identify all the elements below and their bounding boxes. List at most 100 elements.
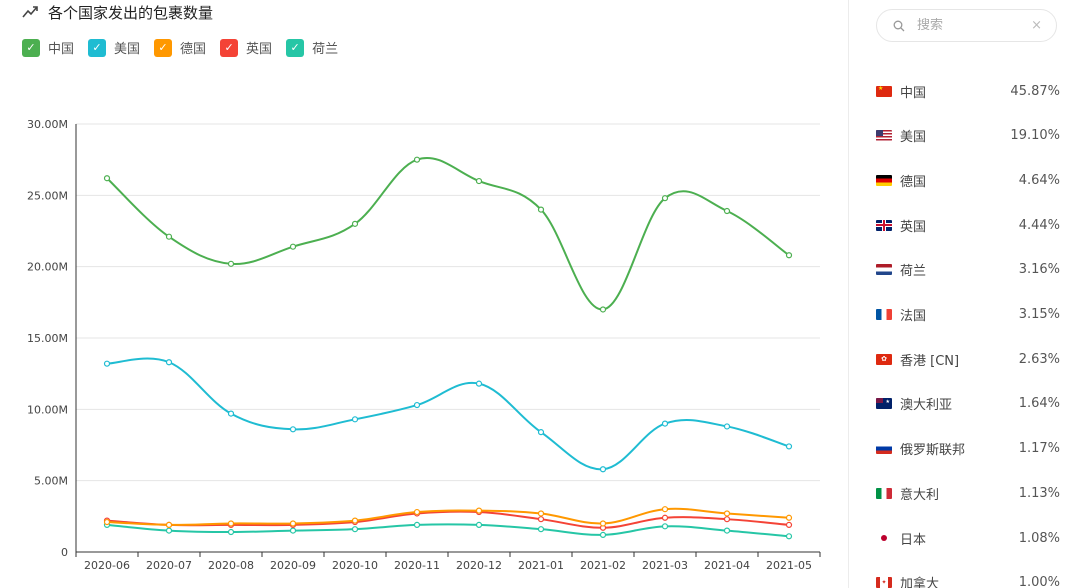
country-share: 19.10%	[1010, 128, 1060, 144]
flag-jp-icon	[876, 532, 892, 544]
search-icon	[893, 20, 905, 31]
data-point	[413, 156, 421, 163]
data-point	[661, 195, 669, 202]
country-share: 4.44%	[1018, 217, 1060, 233]
country-share: 1.17%	[1018, 441, 1060, 457]
clear-icon[interactable]: ×	[1031, 18, 1042, 33]
flag-ru-icon	[876, 443, 892, 455]
x-tick-label: 2020-07	[146, 559, 192, 572]
country-row[interactable]: ★ 澳大利亚 1.64%	[849, 382, 1080, 426]
data-point	[661, 523, 669, 530]
trend-icon	[22, 6, 38, 18]
data-point	[289, 426, 297, 433]
series-line	[106, 523, 790, 538]
line-chart: 0 5.00M 10.00M 15.00M 20.00M 25.00M 30.00M 2020…	[27, 118, 821, 572]
data-point	[599, 306, 607, 313]
series-line	[106, 510, 790, 529]
data-point	[165, 359, 173, 366]
data-point	[723, 527, 731, 534]
y-tick-label: 10.00M	[27, 403, 68, 416]
data-point	[785, 514, 793, 521]
data-point	[785, 252, 793, 259]
data-point	[785, 533, 793, 540]
flag-fr-icon	[876, 309, 892, 320]
data-point	[475, 507, 483, 514]
country-share: 1.08%	[1018, 530, 1060, 546]
legend-label: 荷兰	[312, 42, 339, 57]
x-tick-label: 2021-01	[518, 559, 564, 572]
legend-item[interactable]: ✓ 中国	[22, 38, 74, 57]
country-name: 加拿大	[900, 577, 940, 588]
checkbox-icon[interactable]: ✓	[154, 38, 173, 57]
search-input[interactable]	[917, 18, 1027, 33]
country-side-panel: × ★ 中国 45.87% 美国 19.10% 德国 4.64% 英国 4.44% 荷兰 3.16%…	[849, 0, 1080, 588]
data-point	[723, 510, 731, 517]
data-point	[723, 423, 731, 430]
legend-item[interactable]: ✓ 德国	[154, 38, 206, 57]
data-point	[289, 243, 297, 250]
country-share: 45.87%	[1010, 83, 1060, 99]
country-row[interactable]: 荷兰 3.16%	[849, 248, 1080, 292]
legend-item[interactable]: ✓ 美国	[88, 38, 140, 57]
data-point	[103, 360, 111, 367]
data-point	[537, 526, 545, 533]
x-tick-label: 2020-06	[84, 559, 130, 572]
legend-item[interactable]: ✓ 英国	[220, 38, 272, 57]
data-point	[599, 531, 607, 538]
data-point	[661, 514, 669, 521]
data-point	[661, 506, 669, 513]
checkbox-icon[interactable]: ✓	[286, 38, 305, 57]
country-name: 澳大利亚	[900, 398, 953, 414]
country-name: 俄罗斯联邦	[900, 443, 966, 459]
legend-item[interactable]: ✓ 荷兰	[286, 38, 338, 57]
data-point	[227, 410, 235, 417]
legend-label: 英国	[246, 42, 273, 57]
country-share: 1.00%	[1018, 575, 1060, 588]
data-point	[289, 520, 297, 527]
search-box[interactable]: ×	[876, 9, 1057, 42]
checkbox-icon[interactable]: ✓	[88, 38, 107, 57]
data-point	[723, 207, 731, 215]
data-point	[537, 516, 545, 523]
country-row[interactable]: 德国 4.64%	[849, 158, 1080, 202]
country-row[interactable]: 法国 3.15%	[849, 293, 1080, 337]
legend: ✓ 中国 ✓ 美国 ✓ 德国 ✓ 英国 ✓ 荷兰	[22, 38, 352, 57]
country-row[interactable]: ✦ 加拿大 1.00%	[849, 561, 1080, 588]
data-point	[227, 520, 235, 527]
chart-header: 各个国家发出的包裹数量	[22, 0, 213, 24]
y-tick-label: 25.00M	[27, 189, 68, 202]
country-row[interactable]: 日本 1.08%	[849, 516, 1080, 560]
x-tick-label: 2021-05	[766, 559, 812, 572]
data-point	[475, 177, 483, 185]
data-point	[165, 233, 173, 240]
chart-panel: 0 5.00M 10.00M 15.00M 20.00M 25.00M 30.00M 2020…	[22, 0, 821, 572]
series-line	[106, 357, 790, 471]
data-point	[537, 510, 545, 517]
data-point	[661, 420, 669, 427]
data-point	[785, 521, 793, 528]
data-point	[165, 521, 173, 528]
country-name: 意大利	[900, 487, 940, 503]
country-row[interactable]: 意大利 1.13%	[849, 471, 1080, 515]
country-row[interactable]: ★ 中国 45.87%	[849, 69, 1080, 113]
checkbox-icon[interactable]: ✓	[220, 38, 239, 57]
flag-gb-icon	[876, 219, 892, 231]
data-point	[351, 526, 359, 533]
flag-cn-icon: ★	[876, 85, 892, 97]
flag-nl-icon	[876, 264, 892, 276]
country-row[interactable]: 英国 4.44%	[849, 203, 1080, 247]
country-share: 2.63%	[1018, 351, 1060, 367]
country-name: 香港 [CN]	[900, 353, 960, 369]
series-line	[106, 157, 790, 311]
legend-label: 中国	[48, 42, 75, 57]
checkbox-icon[interactable]: ✓	[22, 38, 40, 57]
country-row[interactable]: 俄罗斯联邦 1.17%	[849, 427, 1080, 471]
data-point	[475, 521, 483, 528]
flag-au-icon: ★	[876, 398, 892, 410]
data-point	[475, 380, 483, 387]
country-row[interactable]: 美国 19.10%	[849, 114, 1080, 158]
country-row[interactable]: ✿ 香港 [CN] 2.63%	[849, 337, 1080, 381]
x-tick-label: 2020-10	[332, 559, 378, 572]
data-point	[537, 429, 545, 436]
y-tick-label: 30.00M	[27, 118, 68, 131]
